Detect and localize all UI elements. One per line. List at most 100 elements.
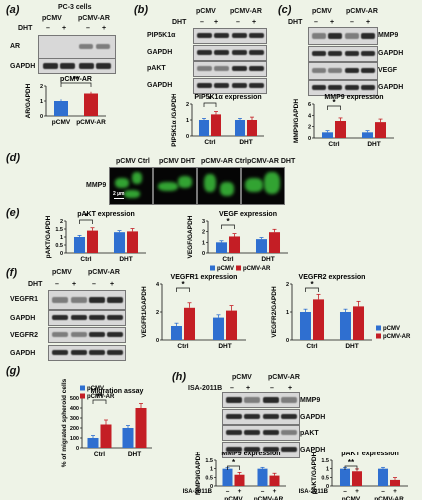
blot-f-2 <box>48 310 126 326</box>
y-axis-label: MMP9/GAPDH <box>293 99 300 143</box>
bar <box>87 230 98 253</box>
y-tick-label: 0 <box>60 251 63 257</box>
chart-title: Migration assay <box>91 388 144 395</box>
x-sub-label: + <box>393 488 397 495</box>
chart-b: PIP5K1α expression PIP5K1α /GAPDH 0 1 2 Ctrl D… <box>171 94 264 147</box>
legend-label: pCMV <box>87 386 104 392</box>
chart-title: MMP9 expression <box>221 452 280 457</box>
b-pcmv-ar: pCMV-AR <box>230 8 262 15</box>
chart-e1: pAKT expression pAKT/GAPDH 0 0.5 1 1.5 2 Ctrl DH… <box>45 211 146 263</box>
d-label-4: pCMV-AR DHT <box>247 158 296 165</box>
d-label-2: pCMV DHT <box>159 158 196 165</box>
x-tick-label: Ctrl <box>177 343 188 350</box>
a-m2: – <box>86 25 90 32</box>
legend-label: pCMV-AR <box>243 266 271 272</box>
blot-h-2 <box>222 409 300 425</box>
bar <box>229 236 240 253</box>
chart-c: MMP9 expression MMP9/GAPDH 0 2 4 6 Ctrl DHT * <box>293 94 394 148</box>
a-m1: – <box>46 25 50 32</box>
y-tick-label: 2 <box>60 219 63 225</box>
chart-title: pAKT expression <box>77 211 135 218</box>
bar <box>390 479 400 486</box>
significance-bracket <box>79 219 93 224</box>
h-row3: pAKT <box>300 430 319 437</box>
chart-title: pAKT expression <box>341 452 399 457</box>
x-tick-label: DHT <box>128 451 141 458</box>
significance-bracket <box>176 287 190 292</box>
chart-title: VEGF expression <box>219 211 277 218</box>
y-tick-label: 2 <box>40 84 43 90</box>
significance-marker: * <box>208 95 212 104</box>
panel-label-g: (g) <box>6 365 21 377</box>
y-tick-label: 0.5 <box>321 475 329 481</box>
f-pcmv-ar: pCMV-AR <box>88 269 120 276</box>
d-row-mmp9: MMP9 <box>86 182 107 189</box>
y-tick-label: 0 <box>286 338 289 344</box>
f-pcmv: pCMV <box>52 269 72 276</box>
y-axis-label: VEGFR2/GAPDH <box>271 286 278 338</box>
bar <box>171 326 182 340</box>
bar <box>375 122 386 138</box>
bar <box>235 120 245 136</box>
c-dht: DHT <box>288 19 303 26</box>
bar <box>54 101 68 116</box>
c-m2: – <box>350 19 354 26</box>
y-tick-label: 4 <box>156 282 160 288</box>
a-dht: DHT <box>18 25 33 32</box>
c-row3: VEGF <box>378 67 398 74</box>
x-tick-label: pCMV-AR <box>374 496 404 500</box>
b-p2: + <box>252 19 257 26</box>
h-pcmv-ar: pCMV-AR <box>268 374 300 381</box>
c-row4: GAPDH <box>378 84 404 91</box>
bar <box>216 242 227 253</box>
y-axis-label: VEGF/GAPDH <box>187 215 194 258</box>
f-dht: DHT <box>28 281 43 288</box>
d-label-1: pCMV Ctrl <box>116 158 150 165</box>
bar <box>340 468 350 486</box>
significance-marker: * <box>332 98 336 107</box>
legend-label: pCMV <box>217 266 234 272</box>
significance-bracket <box>327 105 341 110</box>
f-m1: – <box>55 281 59 288</box>
x-tick-label: DHT <box>367 141 380 148</box>
bar <box>269 475 280 486</box>
c-pcmv: pCMV <box>312 8 332 15</box>
y-tick-label: 1.5 <box>321 458 329 464</box>
inhibitor-label: ISA-2011B <box>183 489 213 495</box>
bar <box>322 132 333 138</box>
f-row1: VEGFR1 <box>10 296 39 303</box>
y-tick-label: 2 <box>186 102 189 108</box>
blot-a-ar <box>38 35 116 59</box>
x-tick-label: DHT <box>261 256 274 263</box>
y-tick-label: 0.5 <box>205 475 213 481</box>
b-p1: + <box>214 19 219 26</box>
bar <box>135 408 147 448</box>
legend-swatch <box>236 265 241 271</box>
bar <box>74 237 85 253</box>
c-m1: – <box>314 19 318 26</box>
a-pcmv: pCMV <box>42 15 62 22</box>
y-tick-label: 1 <box>202 240 205 246</box>
blot-h-4 <box>222 442 300 458</box>
y-tick-label: 0 <box>210 484 213 490</box>
panel-label-e: (e) <box>6 207 20 219</box>
x-sub-label: – <box>261 488 265 495</box>
bar <box>122 428 134 448</box>
legend-swatch <box>376 325 381 331</box>
significance-marker: * <box>181 280 185 289</box>
c-row2: GAPDH <box>378 50 404 57</box>
blot-c-3 <box>308 62 378 80</box>
x-sub-label: + <box>273 488 277 495</box>
chart-e2: VEGF expression VEGF/GAPDH 0 1 2 3 Ctrl DHT * pCM… <box>187 211 288 272</box>
a-p1: + <box>62 25 67 32</box>
x-tick-label: pCMV <box>224 496 243 500</box>
y-axis-label: pAKT/GAPDH <box>311 452 318 494</box>
significance-bracket <box>344 465 358 470</box>
inhibitor-label: ISA-2011B <box>299 489 329 495</box>
bar <box>269 232 280 253</box>
x-tick-label: DHT <box>239 139 252 146</box>
blot-h-3 <box>222 425 300 441</box>
h-pcmv: pCMV <box>232 374 252 381</box>
